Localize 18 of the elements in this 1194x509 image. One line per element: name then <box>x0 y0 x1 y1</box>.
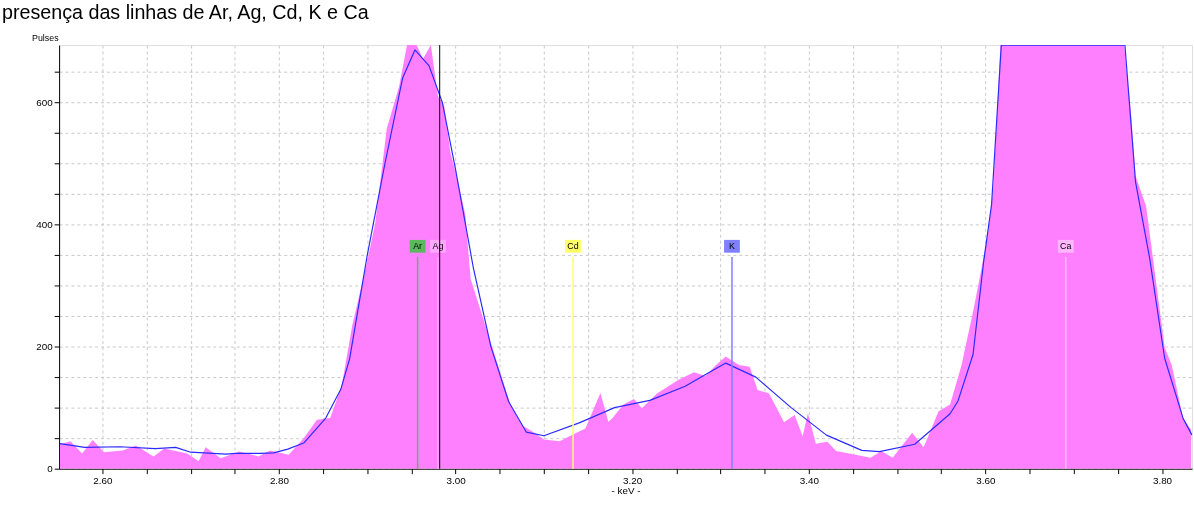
ref-line-label: Ar <box>413 241 423 252</box>
ref-line-label: K <box>729 241 736 252</box>
y-axis-title: Pulses <box>32 32 60 43</box>
x-tick-label: 2.80 <box>269 474 290 486</box>
y-tick-label: 0 <box>47 463 54 475</box>
x-tick-label: 3.80 <box>1152 474 1173 486</box>
ref-line-label: Ca <box>1060 241 1072 252</box>
x-tick-label: 3.60 <box>976 474 996 486</box>
x-tick-label: 3.20 <box>623 474 643 486</box>
x-axis-title: - keV - <box>611 484 641 496</box>
y-tick-label: 600 <box>36 96 54 108</box>
y-tick-label: 200 <box>36 341 54 353</box>
y-tick-label: 400 <box>36 218 54 230</box>
ref-line-label: Cd <box>567 241 579 252</box>
x-tick-label: 3.00 <box>446 474 467 486</box>
x-tick-label: 2.60 <box>93 474 113 486</box>
chart-title: presença das linhas de Ar, Ag, Cd, K e Ca <box>1 1 369 24</box>
x-tick-label: 3.40 <box>799 474 820 486</box>
